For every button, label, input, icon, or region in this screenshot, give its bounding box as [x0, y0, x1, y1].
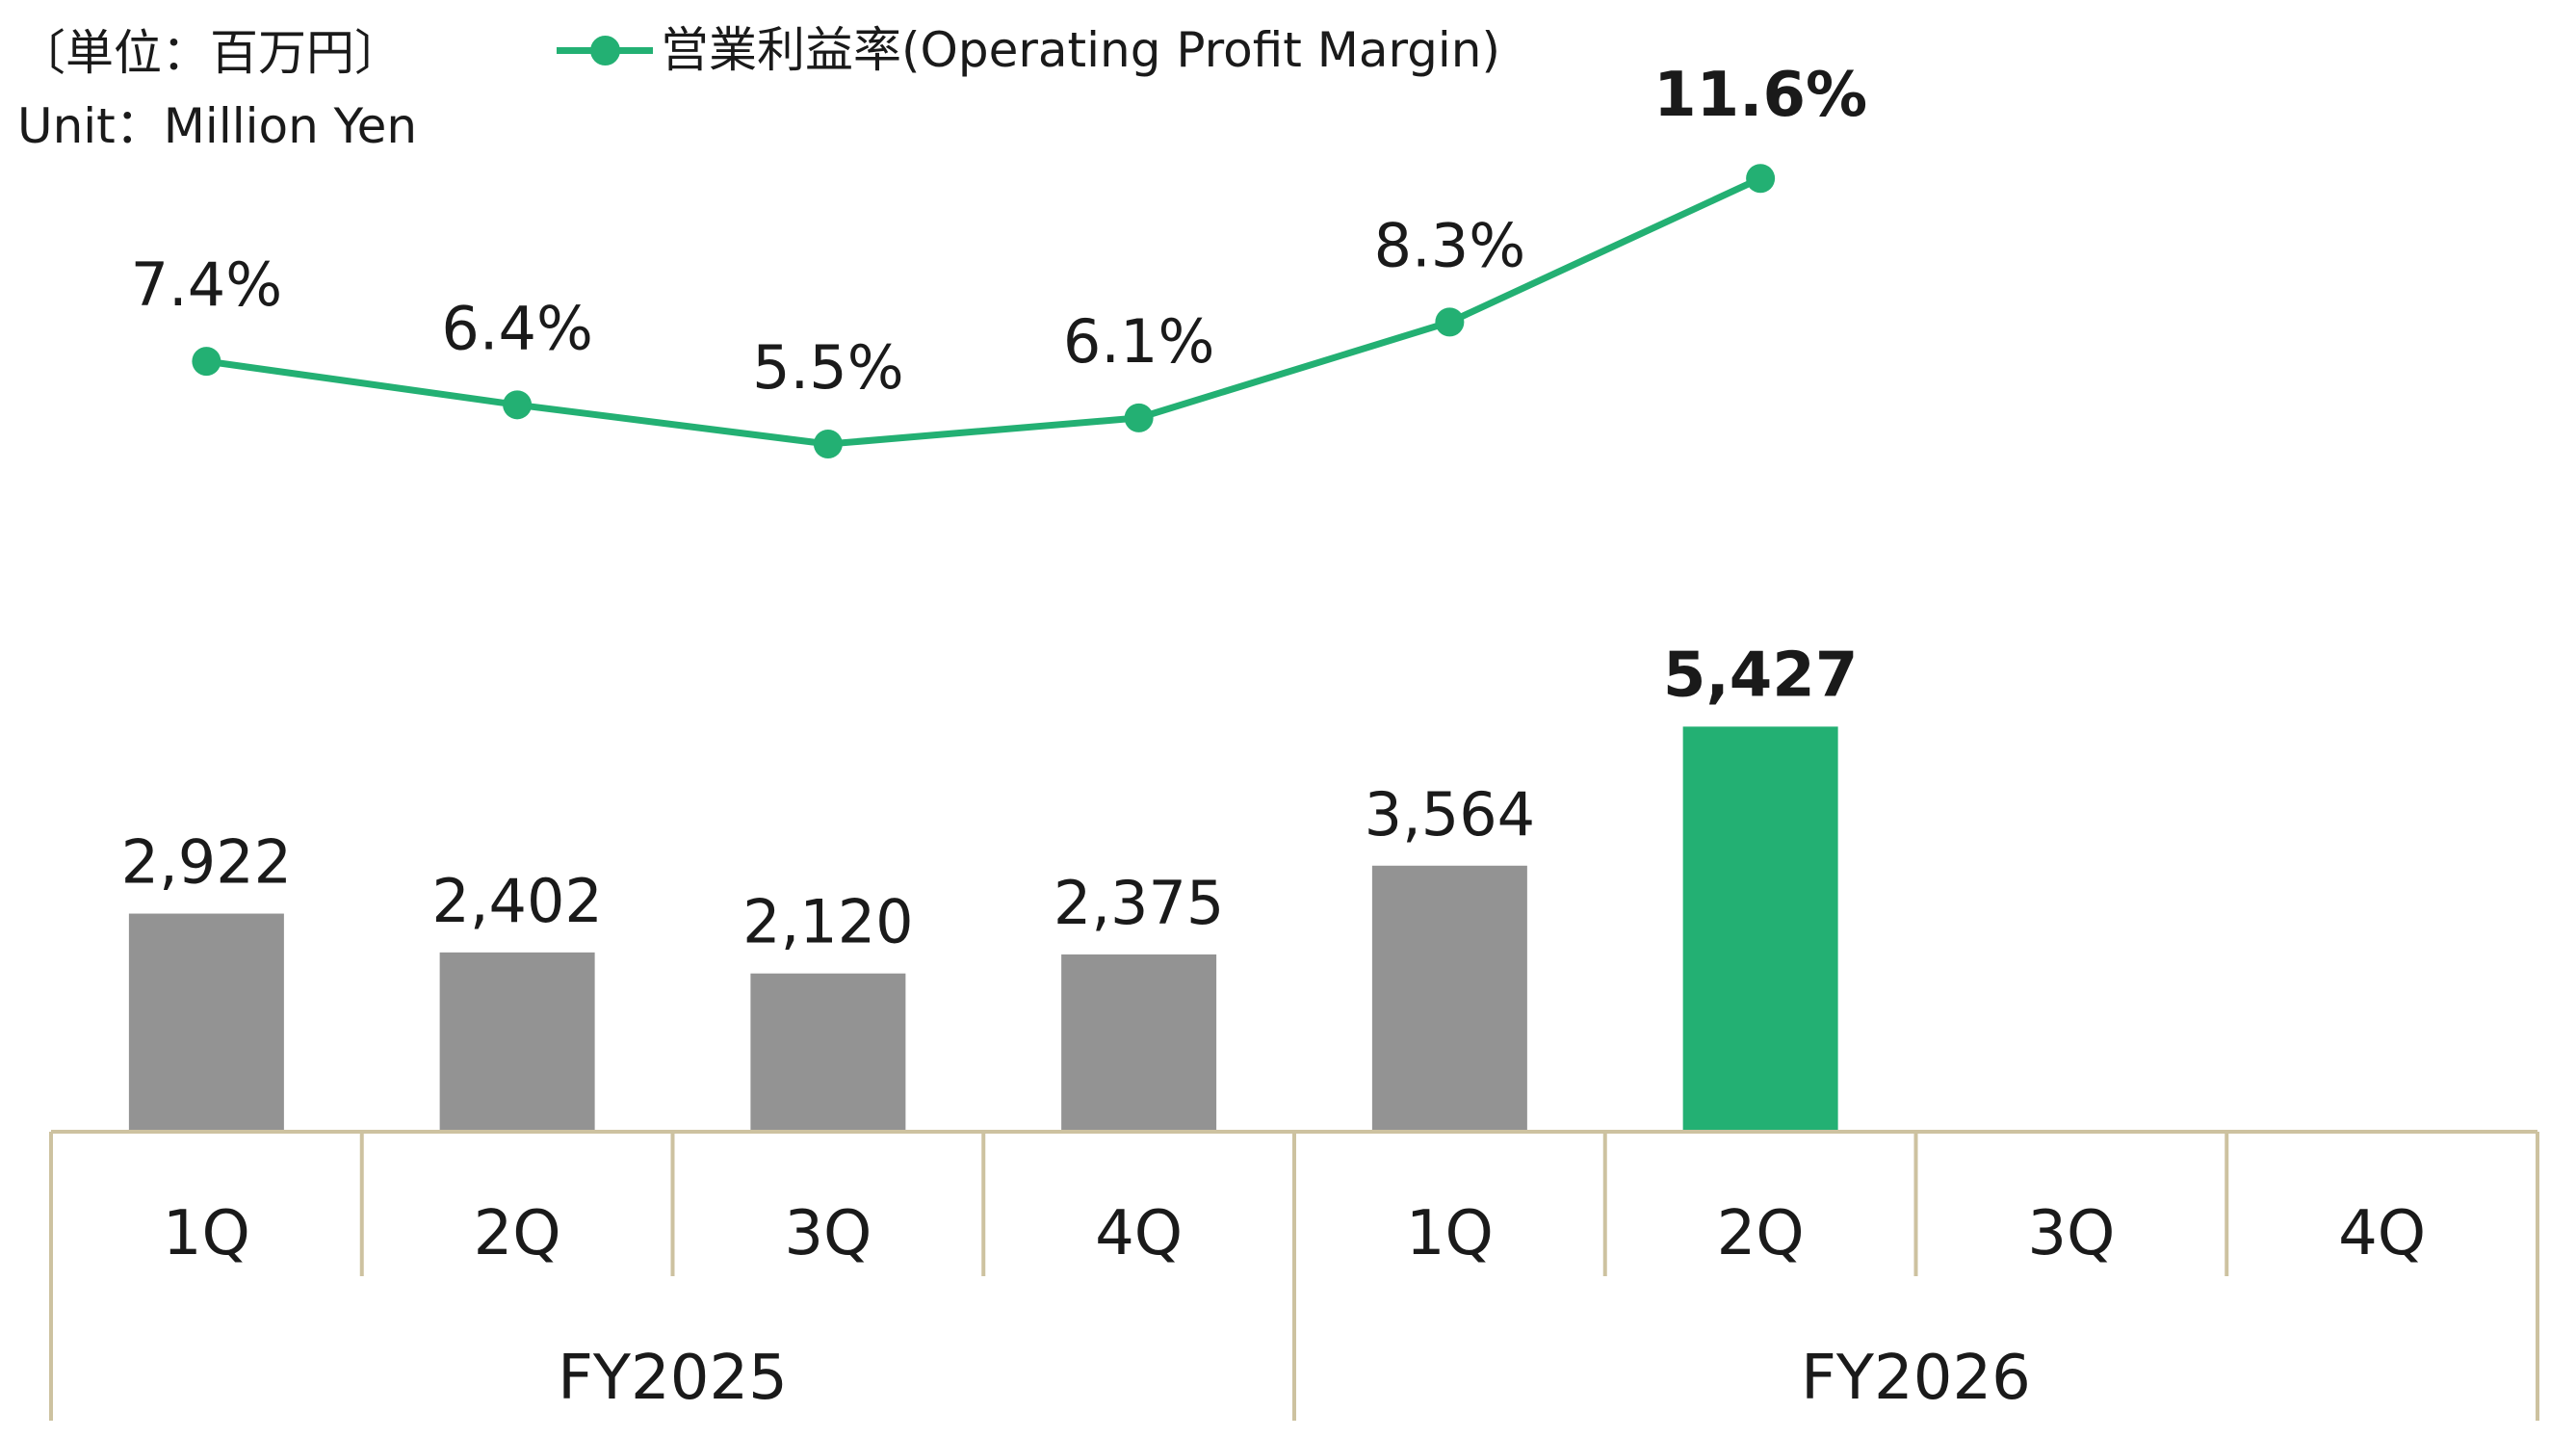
x-tick-label-4: 4Q — [1095, 1198, 1183, 1269]
margin-value-label-3: 5.5% — [752, 332, 904, 403]
bar-value-label-3: 2,120 — [742, 887, 914, 957]
bar-value-label-4: 2,375 — [1054, 868, 1225, 938]
margin-point-2 — [503, 390, 533, 420]
x-group-label-2: FY2026 — [1801, 1343, 2031, 1414]
bar-4 — [1061, 954, 1217, 1132]
bar-value-label-2: 2,402 — [431, 866, 603, 936]
bar-1 — [128, 913, 284, 1132]
bar-3 — [750, 973, 906, 1132]
legend-dot-swatch — [590, 36, 620, 65]
bar-5 — [1371, 865, 1527, 1132]
margin-line — [205, 175, 1762, 448]
x-tick-label-6: 2Q — [1717, 1198, 1805, 1269]
margin-value-label-2: 6.4% — [441, 293, 593, 363]
bar-value-label-5: 3,564 — [1365, 779, 1536, 850]
margin-point-5 — [1435, 307, 1465, 337]
unit-label-ja: 〔単位：百万円〕 — [17, 25, 403, 81]
bar-value-label-6: 5,427 — [1663, 640, 1858, 711]
x-tick-label-7: 3Q — [2027, 1198, 2115, 1269]
margin-value-label-6: 11.6% — [1653, 60, 1867, 131]
legend-label: 営業利益率(Operating Profit Margin) — [661, 22, 1500, 78]
x-group-label-1: FY2025 — [558, 1343, 788, 1414]
x-tick-label-8: 4Q — [2338, 1198, 2426, 1269]
legend-line-marker-icon — [557, 21, 653, 79]
unit-label-en: Unit：Million Yen — [17, 98, 418, 154]
margin-value-label-5: 8.3% — [1374, 210, 1526, 280]
margin-point-6 — [1746, 164, 1776, 194]
bar-2 — [439, 952, 595, 1132]
x-tick-label-1: 1Q — [163, 1198, 250, 1269]
bar-6 — [1682, 726, 1838, 1132]
bar-value-label-1: 2,922 — [121, 827, 293, 898]
margin-point-3 — [813, 430, 843, 459]
x-tick-label-3: 3Q — [784, 1198, 872, 1269]
x-tick-label-2: 2Q — [474, 1198, 561, 1269]
x-tick-label-5: 1Q — [1406, 1198, 1494, 1269]
margin-value-label-1: 7.4% — [131, 249, 283, 320]
margin-point-1 — [192, 347, 221, 377]
margin-point-4 — [1124, 403, 1154, 432]
legend: 営業利益率(Operating Profit Margin) — [557, 21, 1500, 79]
margin-value-label-4: 6.1% — [1063, 306, 1215, 377]
